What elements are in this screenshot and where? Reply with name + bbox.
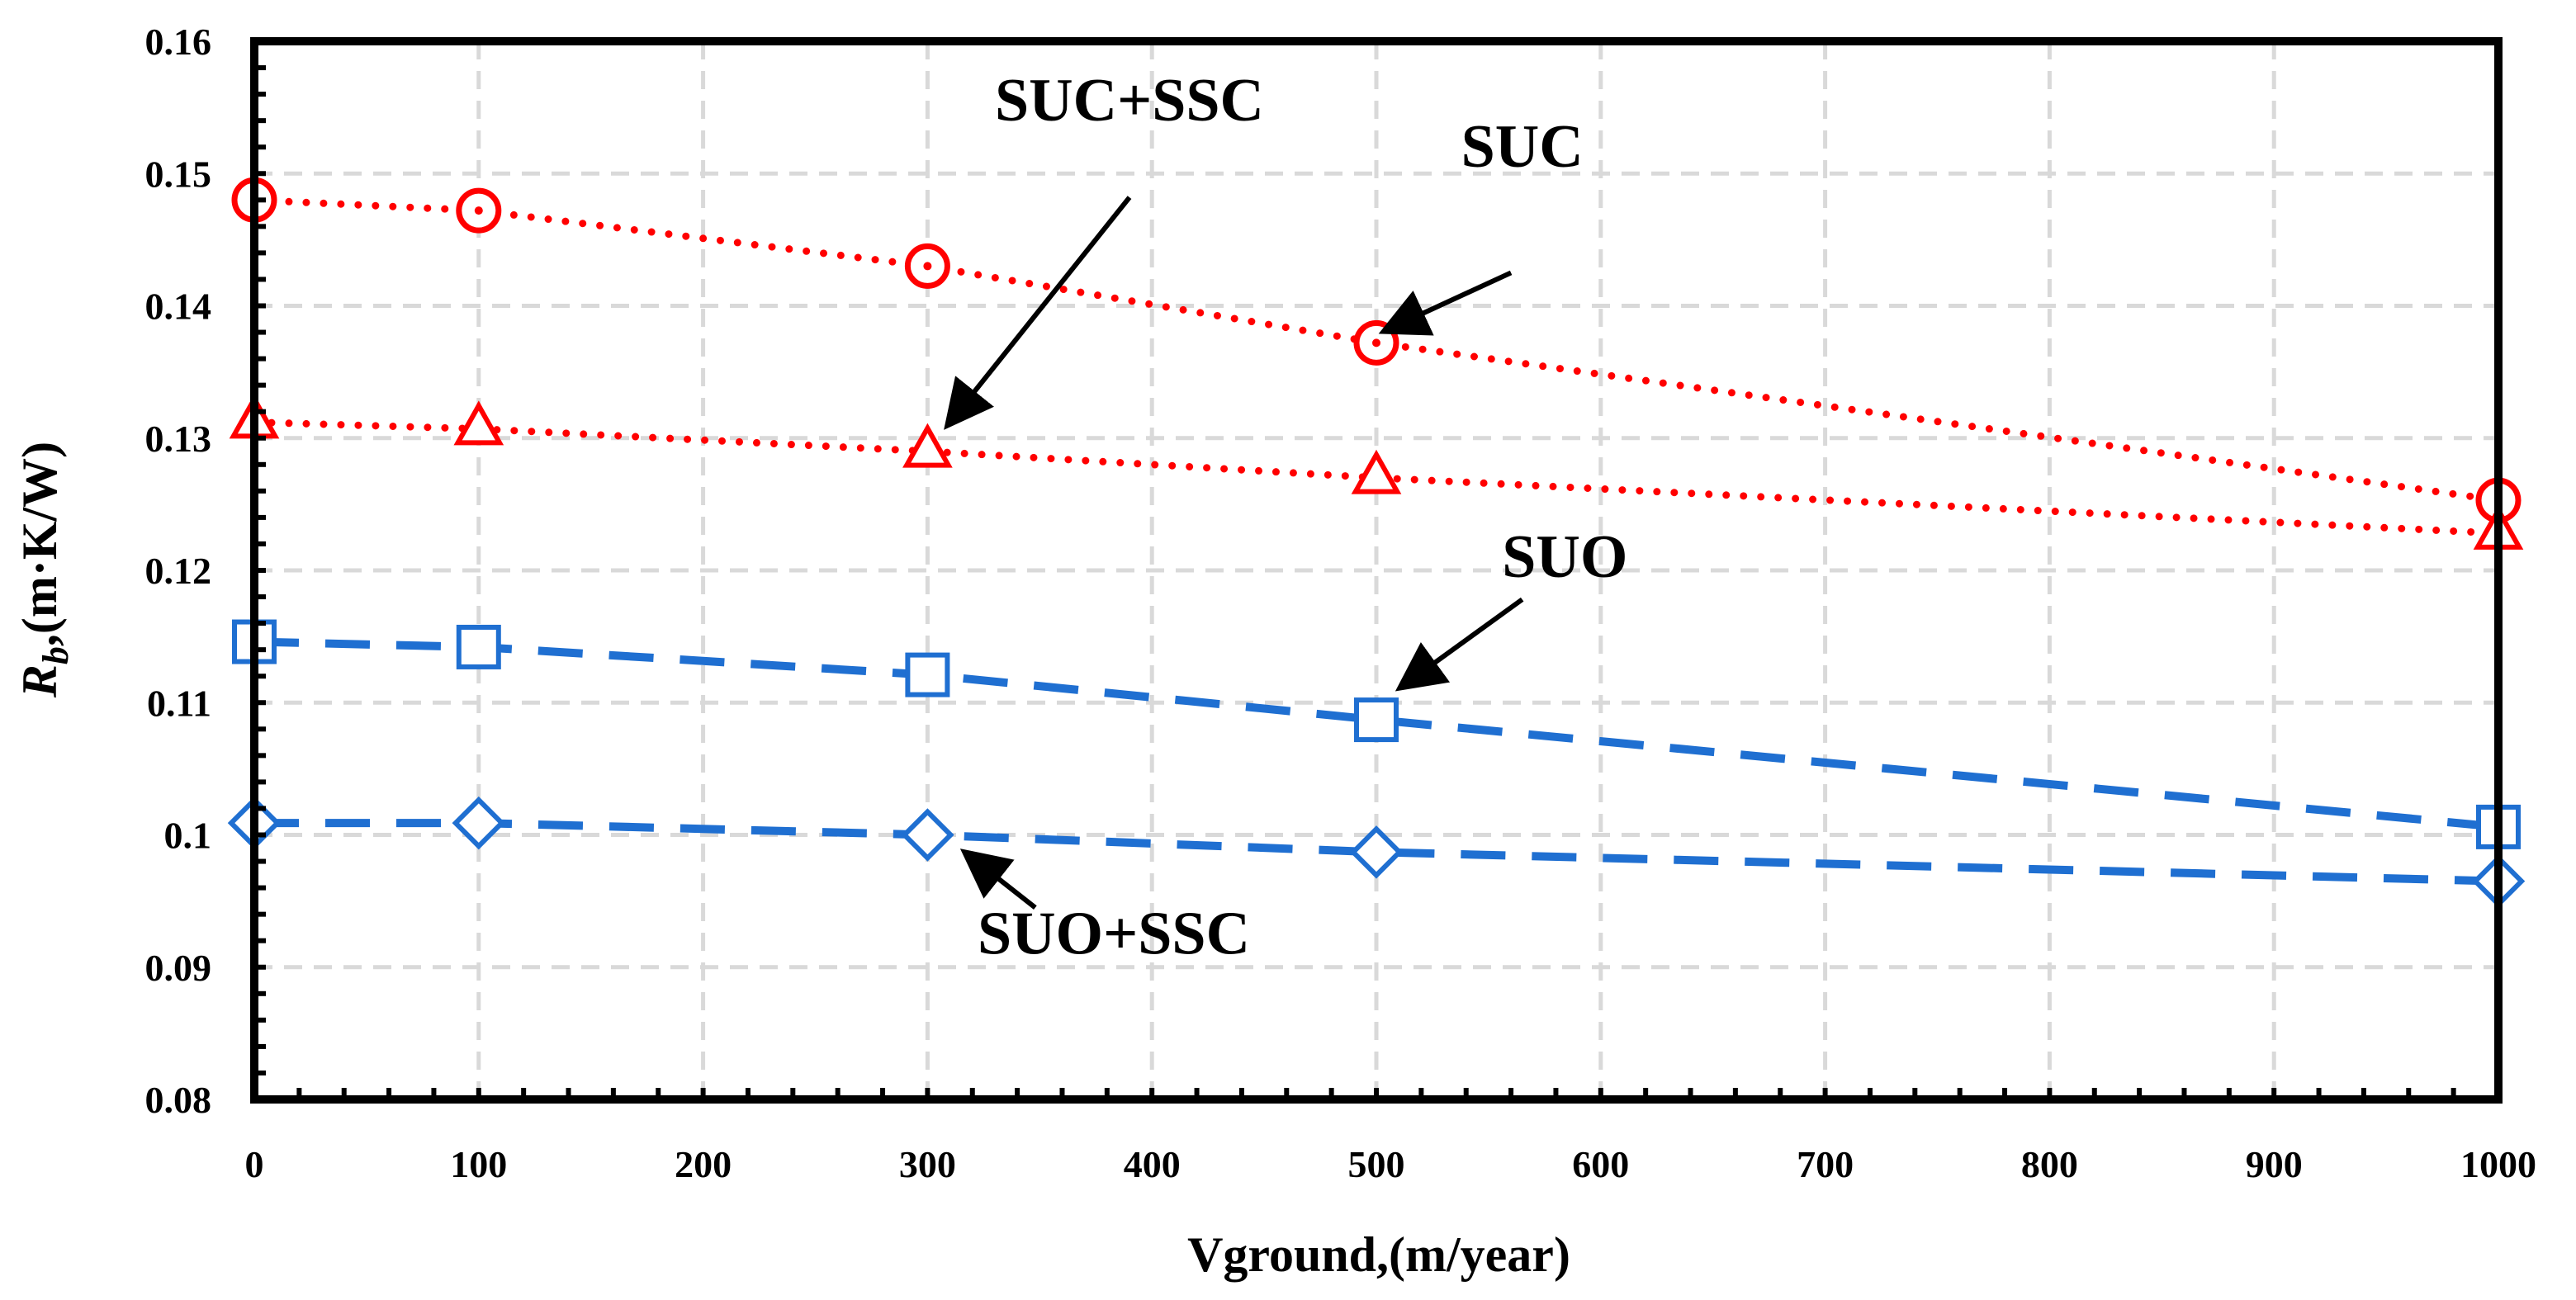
y-tick-label: 0.16 xyxy=(145,21,212,63)
x-tick-label: 900 xyxy=(2246,1143,2303,1185)
y-tick-label: 0.14 xyxy=(145,286,212,328)
x-tick-label: 300 xyxy=(899,1143,956,1185)
data-point-suc-center xyxy=(923,262,932,271)
annotation-suc: SUC xyxy=(1378,113,1584,336)
series-suo xyxy=(232,619,2521,849)
annotation-arrow-suo-ssc xyxy=(959,849,1037,910)
data-point-suc-center xyxy=(1372,338,1380,347)
x-tick-label: 700 xyxy=(1797,1143,1854,1185)
annotation-label-suc: SUC xyxy=(1461,113,1584,181)
annotation-label-suo: SUO xyxy=(1502,523,1627,591)
annotation-label-suc-ssc: SUC+SSC xyxy=(995,67,1264,135)
annotation-arrow-suo xyxy=(1395,597,1524,692)
y-axis-title-sub: b xyxy=(36,646,76,664)
x-tick-label: 600 xyxy=(1572,1143,1629,1185)
tick-labels: 0 100 200 300 400 500 600 700 800 900 1000 0.08 0.09… xyxy=(145,21,2537,1185)
x-tick-label: 1000 xyxy=(2460,1143,2536,1185)
annotation-suo: SUO xyxy=(1395,523,1627,692)
y-tick-label: 0.15 xyxy=(145,153,212,195)
data-point-suc-ssc xyxy=(902,423,953,468)
x-tick-label: 800 xyxy=(2021,1143,2078,1185)
grid xyxy=(254,41,2498,1099)
annotation-label-suo-ssc: SUO+SSC xyxy=(978,901,1250,968)
y-tick-label: 0.13 xyxy=(145,418,212,460)
data-point-suo xyxy=(1354,697,1399,743)
annotations: SUC SUC+SSC SUO SUO+SSC xyxy=(944,67,1627,968)
x-tick-label: 200 xyxy=(675,1143,732,1185)
data-point-suo xyxy=(456,624,501,669)
annotation-arrow-suc xyxy=(1378,270,1513,336)
annotation-arrow-suc-ssc xyxy=(944,196,1132,430)
y-axis-title-main: R xyxy=(12,664,67,698)
data-point-suc-ssc xyxy=(453,400,504,446)
data-point-suc-center xyxy=(474,206,483,215)
x-tick-label: 400 xyxy=(1124,1143,1181,1185)
y-axis-title: Rb,(m·K/W) xyxy=(12,442,76,698)
data-point-suo-ssc xyxy=(901,808,954,862)
annotation-suo-ssc: SUO+SSC xyxy=(959,849,1250,968)
y-axis-title-rest: ,(m·K/W) xyxy=(12,442,67,646)
x-tick-label: 100 xyxy=(450,1143,507,1185)
data-point-suo-ssc xyxy=(452,796,506,850)
data-point-suo xyxy=(905,652,950,697)
x-tick-label: 0 xyxy=(245,1143,264,1185)
y-tick-label: 0.12 xyxy=(145,550,212,592)
annotation-suc-ssc: SUC+SSC xyxy=(944,67,1264,430)
y-tick-label: 0.11 xyxy=(147,682,211,724)
y-tick-label: 0.09 xyxy=(145,947,212,989)
x-axis-title: Vground,(m/year) xyxy=(1187,1227,1570,1282)
y-tick-label: 0.08 xyxy=(145,1079,212,1121)
x-tick-label: 500 xyxy=(1348,1143,1405,1185)
minor-ticks xyxy=(254,65,2456,1099)
data-point-suo-ssc xyxy=(1349,825,1404,879)
data-point-suc-ssc xyxy=(1351,449,1402,494)
y-tick-label: 0.1 xyxy=(164,815,212,857)
